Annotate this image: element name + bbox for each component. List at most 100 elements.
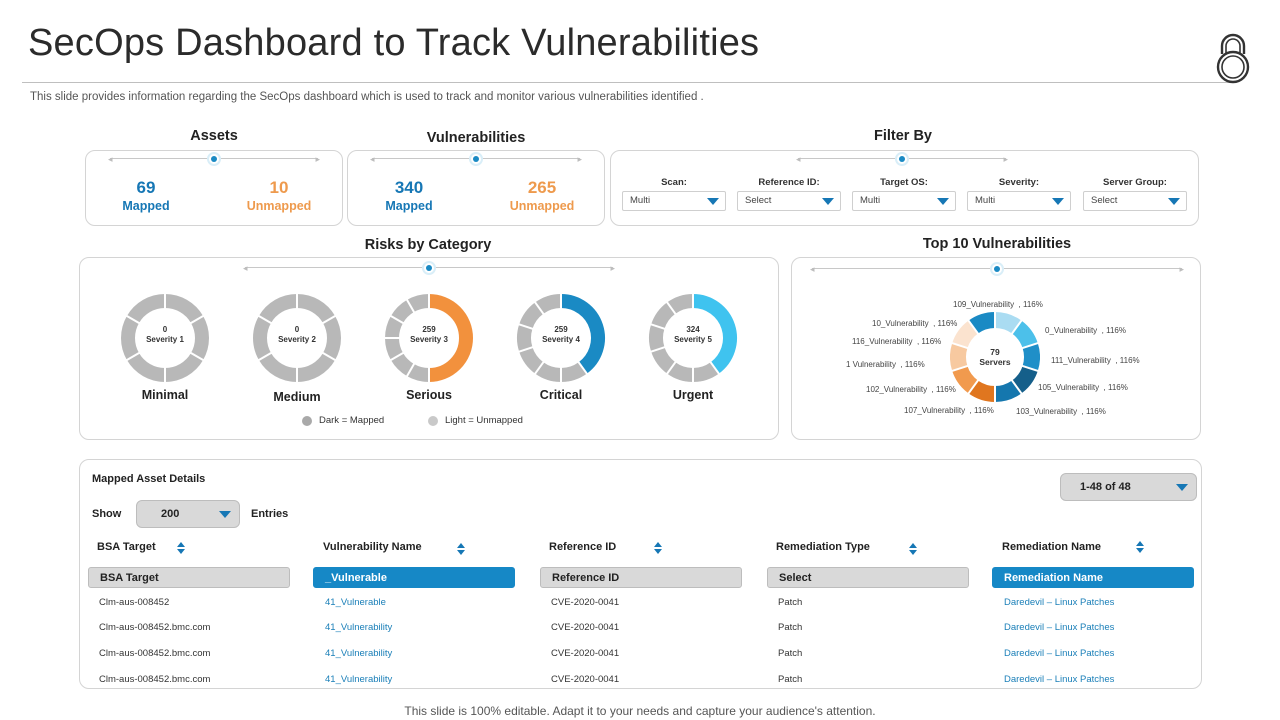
segment-gap: [405, 362, 416, 378]
column-header-vulnerability-name[interactable]: Vulnerability Name: [323, 541, 422, 553]
reference-id-select[interactable]: Select: [737, 191, 841, 211]
sort-icon[interactable]: [1136, 541, 1144, 553]
vuln-label-109: 109_Vulnerability , 116%: [953, 300, 1043, 309]
target-os-select[interactable]: Multi: [852, 191, 956, 211]
segment-gap: [257, 314, 273, 325]
segment-gap: [1010, 379, 1023, 395]
sort-icon[interactable]: [909, 543, 917, 555]
donut-count: 259: [554, 325, 568, 334]
cell-remediation-type: Patch: [778, 648, 803, 659]
unmapped-arc: [164, 352, 204, 382]
filter-label: Server Group:: [1103, 177, 1167, 188]
vulnerabilities-mapped-kpi: 340 Mapped: [349, 178, 469, 213]
filter-remediation-type[interactable]: Select: [767, 567, 969, 588]
slider-knob[interactable]: [990, 262, 1004, 276]
donut-center: 324 Severity 5: [648, 325, 738, 345]
risks-slider[interactable]: ◂ ▸: [243, 261, 615, 275]
vuln-label-10: 10_Vulnerability , 116%: [872, 319, 958, 328]
page-subtitle: This slide provides information regardin…: [30, 91, 704, 103]
cell-vulnerability-link[interactable]: 41_Vulnerable: [325, 597, 386, 608]
chevron-down-icon: [822, 198, 834, 205]
filter-heading: Filter By: [873, 128, 932, 144]
unmapped-arc: [121, 316, 140, 360]
segment-gap: [1021, 341, 1040, 350]
filter-vulnerability-name[interactable]: _Vulnerable: [313, 567, 515, 588]
cell-remediation-link[interactable]: Daredevil – Linux Patches: [1004, 648, 1115, 659]
filter-label: Scan:: [661, 177, 687, 188]
entries-select[interactable]: 200: [136, 500, 240, 528]
risks-heading: Risks by Category: [364, 237, 492, 253]
cell-remediation-link[interactable]: Daredevil – Linux Patches: [1004, 622, 1115, 633]
vuln-label-116: 116_Vulnerability , 116%: [852, 337, 942, 346]
center-value: 79: [990, 347, 1000, 357]
unmapped-arc: [560, 362, 587, 382]
unmapped-arc: [535, 362, 562, 382]
top10-heading: Top 10 Vulnerabilities: [922, 236, 1072, 252]
column-header-bsa-target[interactable]: BSA Target: [97, 541, 156, 553]
cell-remediation-type: Patch: [778, 597, 803, 608]
unmapped-arc: [164, 294, 204, 324]
server-group-select[interactable]: Select: [1083, 191, 1187, 211]
segment-gap: [321, 351, 337, 362]
kpi-value: 340: [394, 178, 424, 197]
top10-donut-center: 79 Servers: [950, 347, 1040, 367]
chevron-down-icon: [937, 198, 949, 205]
cell-remediation-type: Patch: [778, 674, 803, 685]
donut-caption: Serious: [406, 388, 452, 402]
sort-icon[interactable]: [654, 542, 662, 554]
filter-reference-id[interactable]: Reference ID: [540, 567, 742, 588]
cell-remediation-link[interactable]: Daredevil – Linux Patches: [1004, 674, 1115, 685]
sort-icon[interactable]: [457, 543, 465, 555]
segment-gap: [1010, 319, 1023, 335]
unmapped-arc: [190, 316, 209, 360]
center-label: Servers: [979, 357, 1011, 367]
cell-vulnerability-link[interactable]: 41_Vulnerability: [325, 674, 393, 685]
vulnerabilities-slider[interactable]: ◂ ▸: [370, 152, 582, 166]
slider-knob[interactable]: [207, 152, 221, 166]
vuln-label-1: 1 Vulnerability , 116%: [846, 360, 925, 369]
filter-remediation-name[interactable]: Remediation Name: [992, 567, 1194, 588]
chevron-down-icon: [1176, 484, 1188, 491]
filter-bsa-target[interactable]: BSA Target: [88, 567, 290, 588]
filter-slider[interactable]: ◂ ▸: [796, 152, 1008, 166]
slider-knob[interactable]: [422, 261, 436, 275]
cell-remediation-link[interactable]: Daredevil – Linux Patches: [1004, 597, 1115, 608]
donut-caption: Medium: [273, 390, 321, 404]
segment-gap: [950, 364, 969, 373]
chevron-down-icon: [219, 511, 231, 518]
donut-count: 259: [422, 325, 436, 334]
assets-slider[interactable]: ◂ ▸: [108, 152, 320, 166]
column-header-remediation-type[interactable]: Remediation Type: [776, 541, 870, 553]
legend-mapped: Dark = Mapped: [302, 415, 384, 426]
severity-select[interactable]: Multi: [967, 191, 1071, 211]
slider-knob[interactable]: [469, 152, 483, 166]
unmapped-arc: [322, 316, 341, 360]
vulnerability-segment: [1011, 365, 1038, 394]
top10-slider[interactable]: ◂ ▸: [810, 262, 1184, 276]
footer-note: This slide is 100% editable. Adapt it to…: [404, 704, 876, 718]
donut-severity: Severity 3: [410, 335, 448, 344]
unmapped-arc: [258, 352, 298, 382]
donut-severity-2: 0 Severity 2: [252, 293, 342, 383]
donut-caption: Urgent: [672, 388, 714, 402]
scan-select[interactable]: Multi: [622, 191, 726, 211]
cell-vulnerability-link[interactable]: 41_Vulnerability: [325, 648, 393, 659]
unmapped-arc: [296, 352, 336, 382]
sort-icon[interactable]: [177, 542, 185, 554]
vuln-label-102: 102_Vulnerability , 116%: [866, 385, 956, 394]
segment-gap: [517, 323, 534, 330]
donut-severity: Severity 5: [674, 335, 712, 344]
segment-gap: [257, 351, 273, 362]
kpi-label: Mapped: [122, 199, 170, 213]
segment-gap: [1021, 364, 1040, 373]
cell-vulnerability-link[interactable]: 41_Vulnerability: [325, 622, 393, 633]
slider-knob[interactable]: [895, 152, 909, 166]
select-value: Multi: [630, 195, 651, 206]
unmapped-arc: [407, 294, 430, 313]
column-header-reference-id[interactable]: Reference ID: [549, 541, 617, 553]
donut-center: 259 Severity 4: [516, 325, 606, 345]
column-header-remediation-name[interactable]: Remediation Name: [1002, 541, 1102, 553]
vulnerability-segment: [952, 320, 979, 349]
pagination-select[interactable]: 1-48 of 48: [1060, 473, 1197, 501]
assets-heading: Assets: [190, 128, 238, 144]
